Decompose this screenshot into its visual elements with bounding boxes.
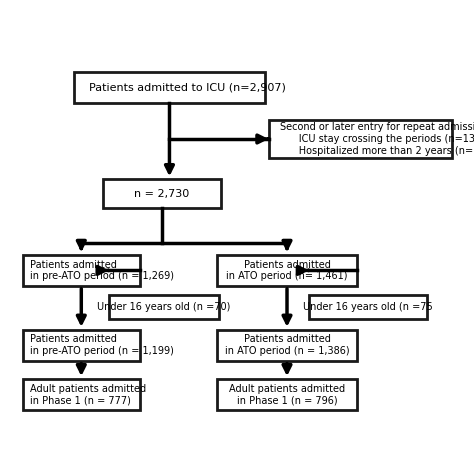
Text: Under 16 years old (n =75: Under 16 years old (n =75 [303,302,433,312]
Text: Under 16 years old (n =70): Under 16 years old (n =70) [97,302,231,312]
Text: Patients admitted to ICU (n=2,907): Patients admitted to ICU (n=2,907) [89,83,285,93]
Text: Second or later entry for repeat admissions
      ICU stay crossing the periods : Second or later entry for repeat admissi… [280,122,474,155]
Text: Adult patients admitted
in Phase 1 (n = 796): Adult patients admitted in Phase 1 (n = … [229,383,345,405]
Text: Patients admitted
in ATO period (n= 1,461): Patients admitted in ATO period (n= 1,46… [226,260,348,281]
FancyBboxPatch shape [22,379,140,410]
Text: Patients admitted
in pre-ATO period (n = 1,269): Patients admitted in pre-ATO period (n =… [30,260,174,281]
Text: Patients admitted
in pre-ATO period (n = 1,199): Patients admitted in pre-ATO period (n =… [30,335,174,356]
Text: Adult patients admitted
in Phase 1 (n = 777): Adult patients admitted in Phase 1 (n = … [30,383,146,405]
FancyBboxPatch shape [103,179,221,209]
FancyBboxPatch shape [109,295,219,319]
FancyBboxPatch shape [74,73,265,103]
FancyBboxPatch shape [309,295,427,319]
FancyBboxPatch shape [217,330,357,361]
FancyBboxPatch shape [217,255,357,286]
FancyBboxPatch shape [269,120,452,158]
FancyBboxPatch shape [217,379,357,410]
FancyBboxPatch shape [22,330,140,361]
FancyBboxPatch shape [22,255,140,286]
Text: n = 2,730: n = 2,730 [135,189,190,199]
Text: Patients admitted
in ATO period (n = 1,386): Patients admitted in ATO period (n = 1,3… [225,335,349,356]
